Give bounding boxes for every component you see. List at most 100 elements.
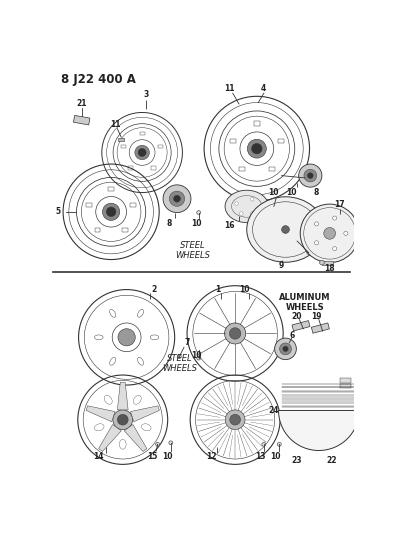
Ellipse shape xyxy=(119,439,126,449)
Circle shape xyxy=(118,414,128,425)
Circle shape xyxy=(177,354,181,359)
Text: 13: 13 xyxy=(255,452,265,461)
Circle shape xyxy=(272,205,276,208)
Text: 1: 1 xyxy=(215,285,221,294)
Polygon shape xyxy=(124,424,147,451)
Circle shape xyxy=(324,228,336,239)
Text: 11: 11 xyxy=(224,84,235,93)
Bar xyxy=(121,145,126,148)
Text: 22: 22 xyxy=(327,456,337,465)
Text: 10: 10 xyxy=(269,188,279,197)
Bar xyxy=(340,378,351,383)
Ellipse shape xyxy=(104,395,112,404)
Text: 24: 24 xyxy=(268,406,279,415)
Bar xyxy=(73,116,90,125)
Circle shape xyxy=(224,323,246,344)
Circle shape xyxy=(247,139,266,158)
Circle shape xyxy=(118,329,135,346)
Circle shape xyxy=(279,343,292,355)
Circle shape xyxy=(250,212,254,215)
Ellipse shape xyxy=(94,335,103,340)
Text: 8 J22 400 A: 8 J22 400 A xyxy=(61,73,136,86)
Ellipse shape xyxy=(138,358,143,365)
Polygon shape xyxy=(130,406,160,422)
Text: 14: 14 xyxy=(93,452,103,461)
Text: 5: 5 xyxy=(56,207,61,216)
Text: 10: 10 xyxy=(286,188,297,197)
Text: 8: 8 xyxy=(167,219,172,228)
Circle shape xyxy=(320,260,324,265)
Text: 19: 19 xyxy=(311,312,322,321)
Ellipse shape xyxy=(110,310,116,317)
Circle shape xyxy=(174,195,180,202)
Circle shape xyxy=(307,173,313,179)
Ellipse shape xyxy=(133,395,141,404)
Circle shape xyxy=(277,442,281,446)
Circle shape xyxy=(307,251,311,255)
Polygon shape xyxy=(118,382,128,410)
Circle shape xyxy=(113,410,133,430)
Circle shape xyxy=(250,198,254,201)
Circle shape xyxy=(304,169,317,182)
Ellipse shape xyxy=(225,190,268,223)
Bar xyxy=(95,229,101,232)
Text: 15: 15 xyxy=(147,452,157,461)
Text: 17: 17 xyxy=(334,200,345,209)
Circle shape xyxy=(197,356,201,360)
Ellipse shape xyxy=(247,197,324,262)
Bar xyxy=(278,139,284,143)
Circle shape xyxy=(332,216,337,220)
Text: ALUMINUM
WHEELS: ALUMINUM WHEELS xyxy=(279,293,331,312)
Circle shape xyxy=(300,204,359,263)
Text: STEEL
WHEELS: STEEL WHEELS xyxy=(175,240,210,260)
Circle shape xyxy=(299,164,322,187)
Bar xyxy=(253,122,260,126)
Circle shape xyxy=(314,241,319,245)
Ellipse shape xyxy=(138,310,143,317)
Circle shape xyxy=(252,143,262,154)
Bar xyxy=(130,203,136,207)
Text: 23: 23 xyxy=(292,456,302,465)
Ellipse shape xyxy=(150,335,159,340)
Circle shape xyxy=(275,338,296,360)
Bar xyxy=(118,138,124,141)
Text: 10: 10 xyxy=(270,452,281,461)
Text: 16: 16 xyxy=(224,221,234,230)
Circle shape xyxy=(262,442,266,446)
Circle shape xyxy=(230,414,241,425)
Bar xyxy=(140,132,145,135)
Text: 10: 10 xyxy=(191,219,202,228)
Circle shape xyxy=(240,212,243,215)
Text: 11: 11 xyxy=(110,119,120,128)
Circle shape xyxy=(135,146,149,160)
Circle shape xyxy=(332,247,337,251)
Circle shape xyxy=(107,207,116,216)
Bar xyxy=(108,187,114,191)
Bar xyxy=(122,229,128,232)
Bar xyxy=(158,145,163,148)
Text: 3: 3 xyxy=(143,90,149,99)
Circle shape xyxy=(169,441,173,445)
Circle shape xyxy=(235,202,238,205)
Bar xyxy=(322,261,333,265)
Circle shape xyxy=(283,346,288,352)
Circle shape xyxy=(156,442,160,446)
Text: 10: 10 xyxy=(239,285,250,294)
Polygon shape xyxy=(86,406,115,422)
Circle shape xyxy=(197,211,201,214)
Text: STEEL
WHEELS: STEEL WHEELS xyxy=(163,354,198,373)
Bar xyxy=(268,167,275,171)
Text: 2: 2 xyxy=(151,285,156,294)
Ellipse shape xyxy=(110,358,116,365)
Wedge shape xyxy=(279,410,359,450)
Polygon shape xyxy=(99,424,121,451)
Circle shape xyxy=(344,231,348,236)
Bar xyxy=(129,166,133,169)
Circle shape xyxy=(314,222,319,226)
Text: 6: 6 xyxy=(289,330,294,340)
Text: 20: 20 xyxy=(292,312,302,321)
Ellipse shape xyxy=(141,424,151,431)
Text: 4: 4 xyxy=(261,84,266,93)
Bar xyxy=(340,384,351,388)
Bar xyxy=(311,323,329,333)
